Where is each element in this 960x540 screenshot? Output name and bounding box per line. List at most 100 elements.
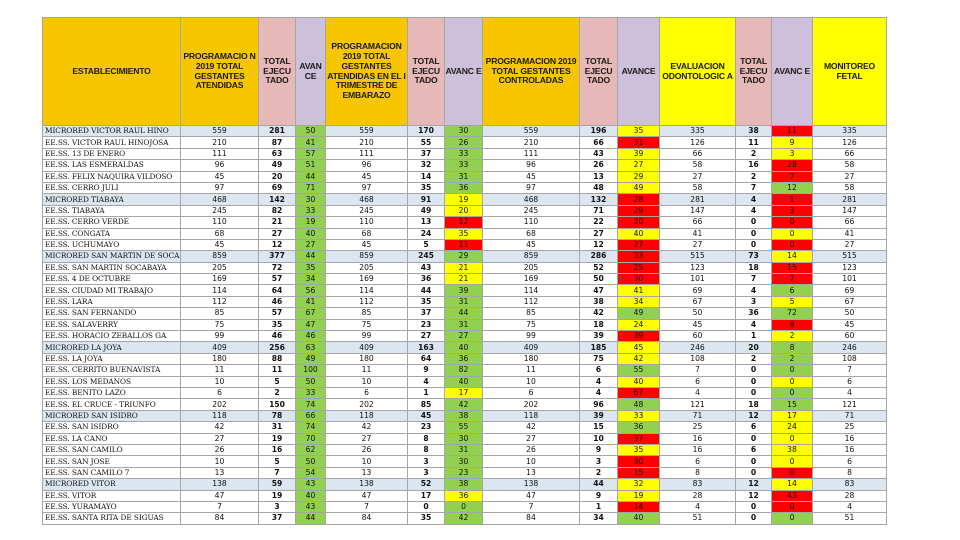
cell-avance-3[interactable]: 39 [617, 330, 660, 343]
cell-avance-4[interactable]: 8 [771, 341, 813, 354]
cell-prog-controladas[interactable]: 169 [482, 273, 580, 286]
cell-prog-controladas[interactable]: 75 [482, 318, 580, 332]
table-row[interactable]: EE.SS. SAN FERNANDO 85 57 67 85 37 44 85 42 49 50 3… [42, 307, 887, 320]
cell-monitoreo-fetal[interactable]: 101 [812, 273, 887, 286]
cell-total-1[interactable]: 16 [258, 443, 296, 457]
cell-eval-odonto[interactable]: 58 [659, 181, 736, 195]
cell-total-2[interactable]: 245 [407, 250, 445, 263]
cell-prog-atendidas[interactable]: 859 [180, 250, 259, 263]
col-header-total-1[interactable]: TOTAL EJECU TADO [258, 17, 296, 126]
cell-total-3[interactable]: 13 [579, 170, 618, 183]
cell-total-3[interactable]: 15 [579, 421, 618, 434]
cell-avance-3[interactable]: 42 [617, 352, 660, 366]
cell-avance-2[interactable]: 36 [444, 352, 483, 366]
cell-total-4[interactable]: 11 [735, 136, 772, 149]
cell-total-4[interactable]: 7 [735, 181, 772, 195]
cell-monitoreo-fetal[interactable]: 16 [812, 432, 887, 445]
cell-prog-controladas[interactable]: 13 [482, 466, 580, 480]
cell-monitoreo-fetal[interactable]: 281 [812, 193, 887, 206]
cell-avance-3[interactable]: 29 [617, 170, 660, 183]
cell-establecimiento[interactable]: EE.SS. UCHUMAYO [42, 238, 181, 252]
cell-establecimiento[interactable]: EE.SS. SAN MARTIN SOCABAYA [42, 261, 181, 275]
cell-prog-controladas[interactable]: 27 [482, 432, 580, 445]
cell-avance-4[interactable]: 3 [771, 147, 813, 161]
cell-prog-trimestre[interactable]: 859 [325, 250, 408, 263]
cell-avance-2[interactable]: 33 [444, 147, 483, 161]
cell-avance-2[interactable]: 31 [444, 170, 483, 183]
cell-total-3[interactable]: 185 [579, 341, 618, 354]
cell-establecimiento[interactable]: EE.SS. LA CANO [42, 432, 181, 445]
cell-avance-1[interactable]: 30 [295, 193, 326, 206]
cell-avance-2[interactable]: 31 [444, 295, 483, 309]
table-row[interactable]: EE.SS. LAS ESMERALDAS 96 49 51 96 32 33 96 26 27 5… [42, 159, 887, 172]
cell-total-2[interactable]: 27 [407, 330, 445, 343]
table-row[interactable]: EE.SS. SAN JOSE 10 5 50 10 3 30 10 3 30 6 0 0 6 [42, 455, 887, 468]
cell-total-1[interactable]: 37 [258, 512, 296, 525]
cell-total-1[interactable]: 377 [258, 250, 296, 263]
cell-avance-2[interactable]: 11 [444, 238, 483, 252]
cell-establecimiento[interactable]: EE.SS. SAN CAMILO 7 [42, 466, 181, 480]
cell-prog-controladas[interactable]: 99 [482, 330, 580, 343]
cell-total-1[interactable]: 256 [258, 341, 296, 354]
cell-avance-1[interactable]: 34 [295, 273, 326, 286]
cell-avance-1[interactable]: 62 [295, 443, 326, 457]
col-header-total-3[interactable]: TOTAL EJECU TADO [579, 17, 618, 126]
table-row[interactable]: EE.SS. CERRO JULI 97 69 71 97 35 36 97 48 49 58 7 12… [42, 181, 887, 195]
cell-avance-3[interactable]: 36 [617, 421, 660, 434]
cell-total-3[interactable]: 22 [579, 216, 618, 229]
cell-avance-4[interactable]: 43 [771, 489, 813, 502]
cell-eval-odonto[interactable]: 147 [659, 204, 736, 218]
cell-avance-2[interactable]: 30 [444, 432, 483, 445]
cell-avance-1[interactable]: 19 [295, 216, 326, 229]
cell-avance-4[interactable]: 0 [771, 512, 813, 525]
cell-eval-odonto[interactable]: 69 [659, 284, 736, 297]
cell-establecimiento[interactable]: EE.SS. CIUDAD MI TRABAJO [42, 284, 181, 297]
cell-total-3[interactable]: 43 [579, 147, 618, 161]
cell-avance-2[interactable]: 0 [444, 500, 483, 514]
cell-monitoreo-fetal[interactable]: 27 [812, 170, 887, 183]
cell-total-2[interactable]: 52 [407, 478, 445, 491]
cell-prog-controladas[interactable]: 859 [482, 250, 580, 263]
cell-avance-4[interactable]: 12 [771, 181, 813, 195]
cell-prog-controladas[interactable]: 114 [482, 284, 580, 297]
cell-prog-atendidas[interactable]: 210 [180, 136, 259, 149]
cell-total-3[interactable]: 27 [579, 227, 618, 240]
cell-avance-3[interactable]: 49 [617, 307, 660, 320]
cell-avance-2[interactable]: 35 [444, 227, 483, 240]
cell-total-2[interactable]: 170 [407, 124, 445, 138]
cell-eval-odonto[interactable]: 60 [659, 330, 736, 343]
cell-establecimiento[interactable]: MICRORED LA JOYA [42, 341, 181, 354]
cell-total-1[interactable]: 46 [258, 330, 296, 343]
cell-establecimiento[interactable]: EE.SS. SALAVERRY [42, 318, 181, 332]
cell-prog-trimestre[interactable]: 45 [325, 170, 408, 183]
cell-eval-odonto[interactable]: 101 [659, 273, 736, 286]
cell-avance-4[interactable]: 9 [771, 136, 813, 149]
cell-prog-atendidas[interactable]: 45 [180, 238, 259, 252]
cell-total-1[interactable]: 82 [258, 204, 296, 218]
cell-prog-atendidas[interactable]: 45 [180, 170, 259, 183]
cell-total-2[interactable]: 0 [407, 500, 445, 514]
cell-prog-atendidas[interactable]: 409 [180, 341, 259, 354]
microred-row[interactable]: MICRORED TIABAYA 468 142 30 468 91 19 468 132 28 2… [42, 193, 887, 206]
table-row[interactable]: EE.SS. CERRO VERDE 110 21 19 110 13 12 110 22 20 6… [42, 216, 887, 229]
col-header-monitoreo-fetal[interactable]: MONITOREO FETAL [812, 17, 887, 126]
cell-prog-trimestre[interactable]: 85 [325, 307, 408, 320]
cell-prog-atendidas[interactable]: 6 [180, 386, 259, 400]
cell-total-1[interactable]: 69 [258, 181, 296, 195]
cell-avance-4[interactable]: 0 [771, 364, 813, 377]
cell-monitoreo-fetal[interactable]: 67 [812, 295, 887, 309]
cell-prog-trimestre[interactable]: 45 [325, 238, 408, 252]
cell-eval-odonto[interactable]: 7 [659, 364, 736, 377]
cell-avance-2[interactable]: 23 [444, 466, 483, 480]
cell-establecimiento[interactable]: EE.SS. LARA [42, 295, 181, 309]
cell-prog-controladas[interactable]: 202 [482, 398, 580, 411]
cell-prog-atendidas[interactable]: 559 [180, 124, 259, 138]
cell-eval-odonto[interactable]: 16 [659, 432, 736, 445]
cell-eval-odonto[interactable]: 45 [659, 318, 736, 332]
cell-total-3[interactable]: 10 [579, 432, 618, 445]
cell-establecimiento[interactable]: MICRORED VITOR [42, 478, 181, 491]
table-row[interactable]: EE.SS. TIABAYA 245 82 33 245 49 20 245 71 29 147 4 3… [42, 204, 887, 218]
cell-prog-controladas[interactable]: 11 [482, 364, 580, 377]
cell-prog-trimestre[interactable]: 84 [325, 512, 408, 525]
cell-total-4[interactable]: 16 [735, 159, 772, 172]
